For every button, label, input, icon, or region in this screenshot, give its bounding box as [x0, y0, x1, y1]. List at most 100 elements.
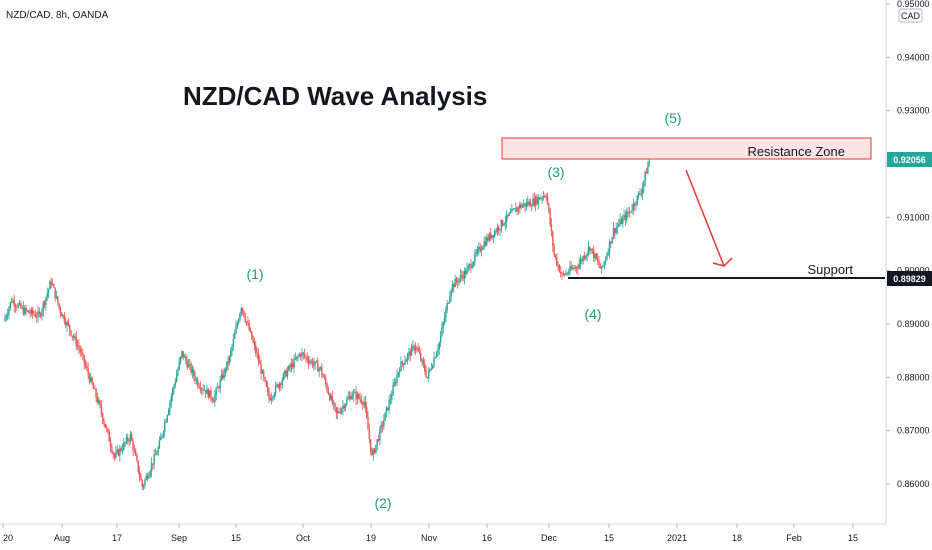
candle-up	[195, 379, 198, 381]
currency-badge: CAD	[901, 11, 921, 21]
wave-label-4: (4)	[584, 306, 601, 322]
candle-down	[253, 342, 256, 346]
candle-down	[244, 316, 246, 322]
candle-down	[554, 254, 557, 258]
candle-down	[490, 233, 492, 239]
candle-up	[119, 448, 121, 456]
candle-down	[455, 278, 458, 282]
candle-up	[144, 479, 146, 486]
candle-up	[626, 211, 628, 220]
candle-up	[21, 307, 23, 308]
candle-down	[362, 402, 364, 405]
candle-up	[276, 384, 278, 386]
candle-down	[633, 203, 636, 206]
candle-up	[235, 326, 237, 334]
candle-up	[385, 407, 388, 413]
candle-down	[260, 363, 262, 374]
time-axis[interactable]: 20 Aug 17 Sep 15 Oct 19 Nov 16 Dec 15 2021 18 Feb 15	[0, 523, 886, 543]
candle-up	[171, 389, 174, 397]
candle-up	[145, 475, 147, 480]
candle-down	[109, 441, 112, 448]
candle-up	[578, 263, 580, 269]
projection-arrow-head	[712, 257, 733, 267]
candle-down	[557, 264, 559, 266]
candle-up	[648, 160, 650, 166]
candle-up	[505, 214, 508, 222]
candle-up	[412, 345, 414, 347]
candle-up	[582, 256, 584, 262]
candle-up	[346, 399, 348, 405]
candle-up	[499, 229, 501, 231]
candle-up	[173, 385, 175, 390]
candle-down	[457, 281, 459, 283]
candle-down	[136, 455, 138, 461]
candle-up	[158, 440, 161, 449]
wave-labels: (1) (2) (3) (4) (5)	[246, 110, 681, 511]
candle-up	[398, 370, 401, 373]
candle-down	[211, 398, 213, 401]
time-tick-label: 15	[848, 533, 858, 543]
candle-down	[627, 211, 629, 214]
candle-up	[475, 252, 477, 254]
candle-up	[200, 388, 203, 390]
candle-down	[182, 351, 184, 358]
candle-up	[166, 415, 169, 421]
price-axis[interactable]: 0.86000 0.87000 0.88000 0.89000 0.90000 0.910…	[885, 0, 932, 524]
candle-up	[203, 390, 206, 392]
candle-down	[570, 266, 572, 270]
candle-up	[579, 259, 582, 264]
candle-down	[33, 313, 35, 315]
candle-down	[241, 308, 244, 311]
candle-down	[552, 231, 554, 246]
candle-down	[507, 214, 509, 216]
candle-down	[71, 335, 74, 337]
symbol-label: NZD/CAD, 8h, OANDA	[6, 10, 109, 21]
candle-up	[160, 437, 162, 441]
candle-up	[629, 211, 632, 213]
candle-down	[323, 376, 326, 379]
candle-up	[272, 396, 274, 398]
candle-up	[347, 397, 349, 400]
candle-down	[520, 204, 522, 208]
candle-up	[76, 345, 79, 347]
candle-down	[103, 420, 105, 424]
candle-down	[210, 390, 212, 399]
wave-label-1: (1)	[246, 266, 263, 282]
candle-down	[373, 449, 376, 453]
support-price-tag: 0.89829	[887, 271, 932, 286]
candle-up	[314, 361, 316, 365]
candle-up	[46, 293, 48, 298]
candle-up	[631, 210, 633, 212]
candle-down	[553, 245, 555, 255]
candle-down	[257, 353, 260, 362]
candle-down	[497, 227, 500, 231]
candle-up	[494, 231, 496, 237]
price-tick-label: 0.94000	[897, 52, 930, 62]
candle-up	[342, 405, 344, 409]
candle-down	[591, 248, 594, 250]
candle-down	[575, 266, 578, 269]
candle-down	[371, 451, 373, 456]
candle-down	[268, 390, 270, 399]
resistance-zone[interactable]	[501, 137, 872, 160]
candle-down	[104, 423, 107, 428]
candle-up	[467, 265, 470, 269]
candle-up	[637, 193, 640, 196]
candle-down	[43, 302, 46, 305]
candle-down	[369, 439, 372, 452]
candle-down	[515, 208, 517, 212]
candle-up	[607, 252, 609, 255]
candle-up	[293, 358, 295, 368]
candle-up	[396, 375, 398, 384]
candle-down	[401, 361, 404, 364]
candle-down	[186, 360, 188, 368]
candle-down	[305, 356, 307, 358]
candle-up	[643, 180, 645, 188]
candle-down	[424, 364, 426, 372]
candle-down	[141, 480, 143, 487]
candle-up	[619, 219, 621, 225]
candle-up	[318, 368, 320, 372]
candle-up	[622, 218, 624, 224]
time-tick-label: Sep	[171, 533, 187, 543]
